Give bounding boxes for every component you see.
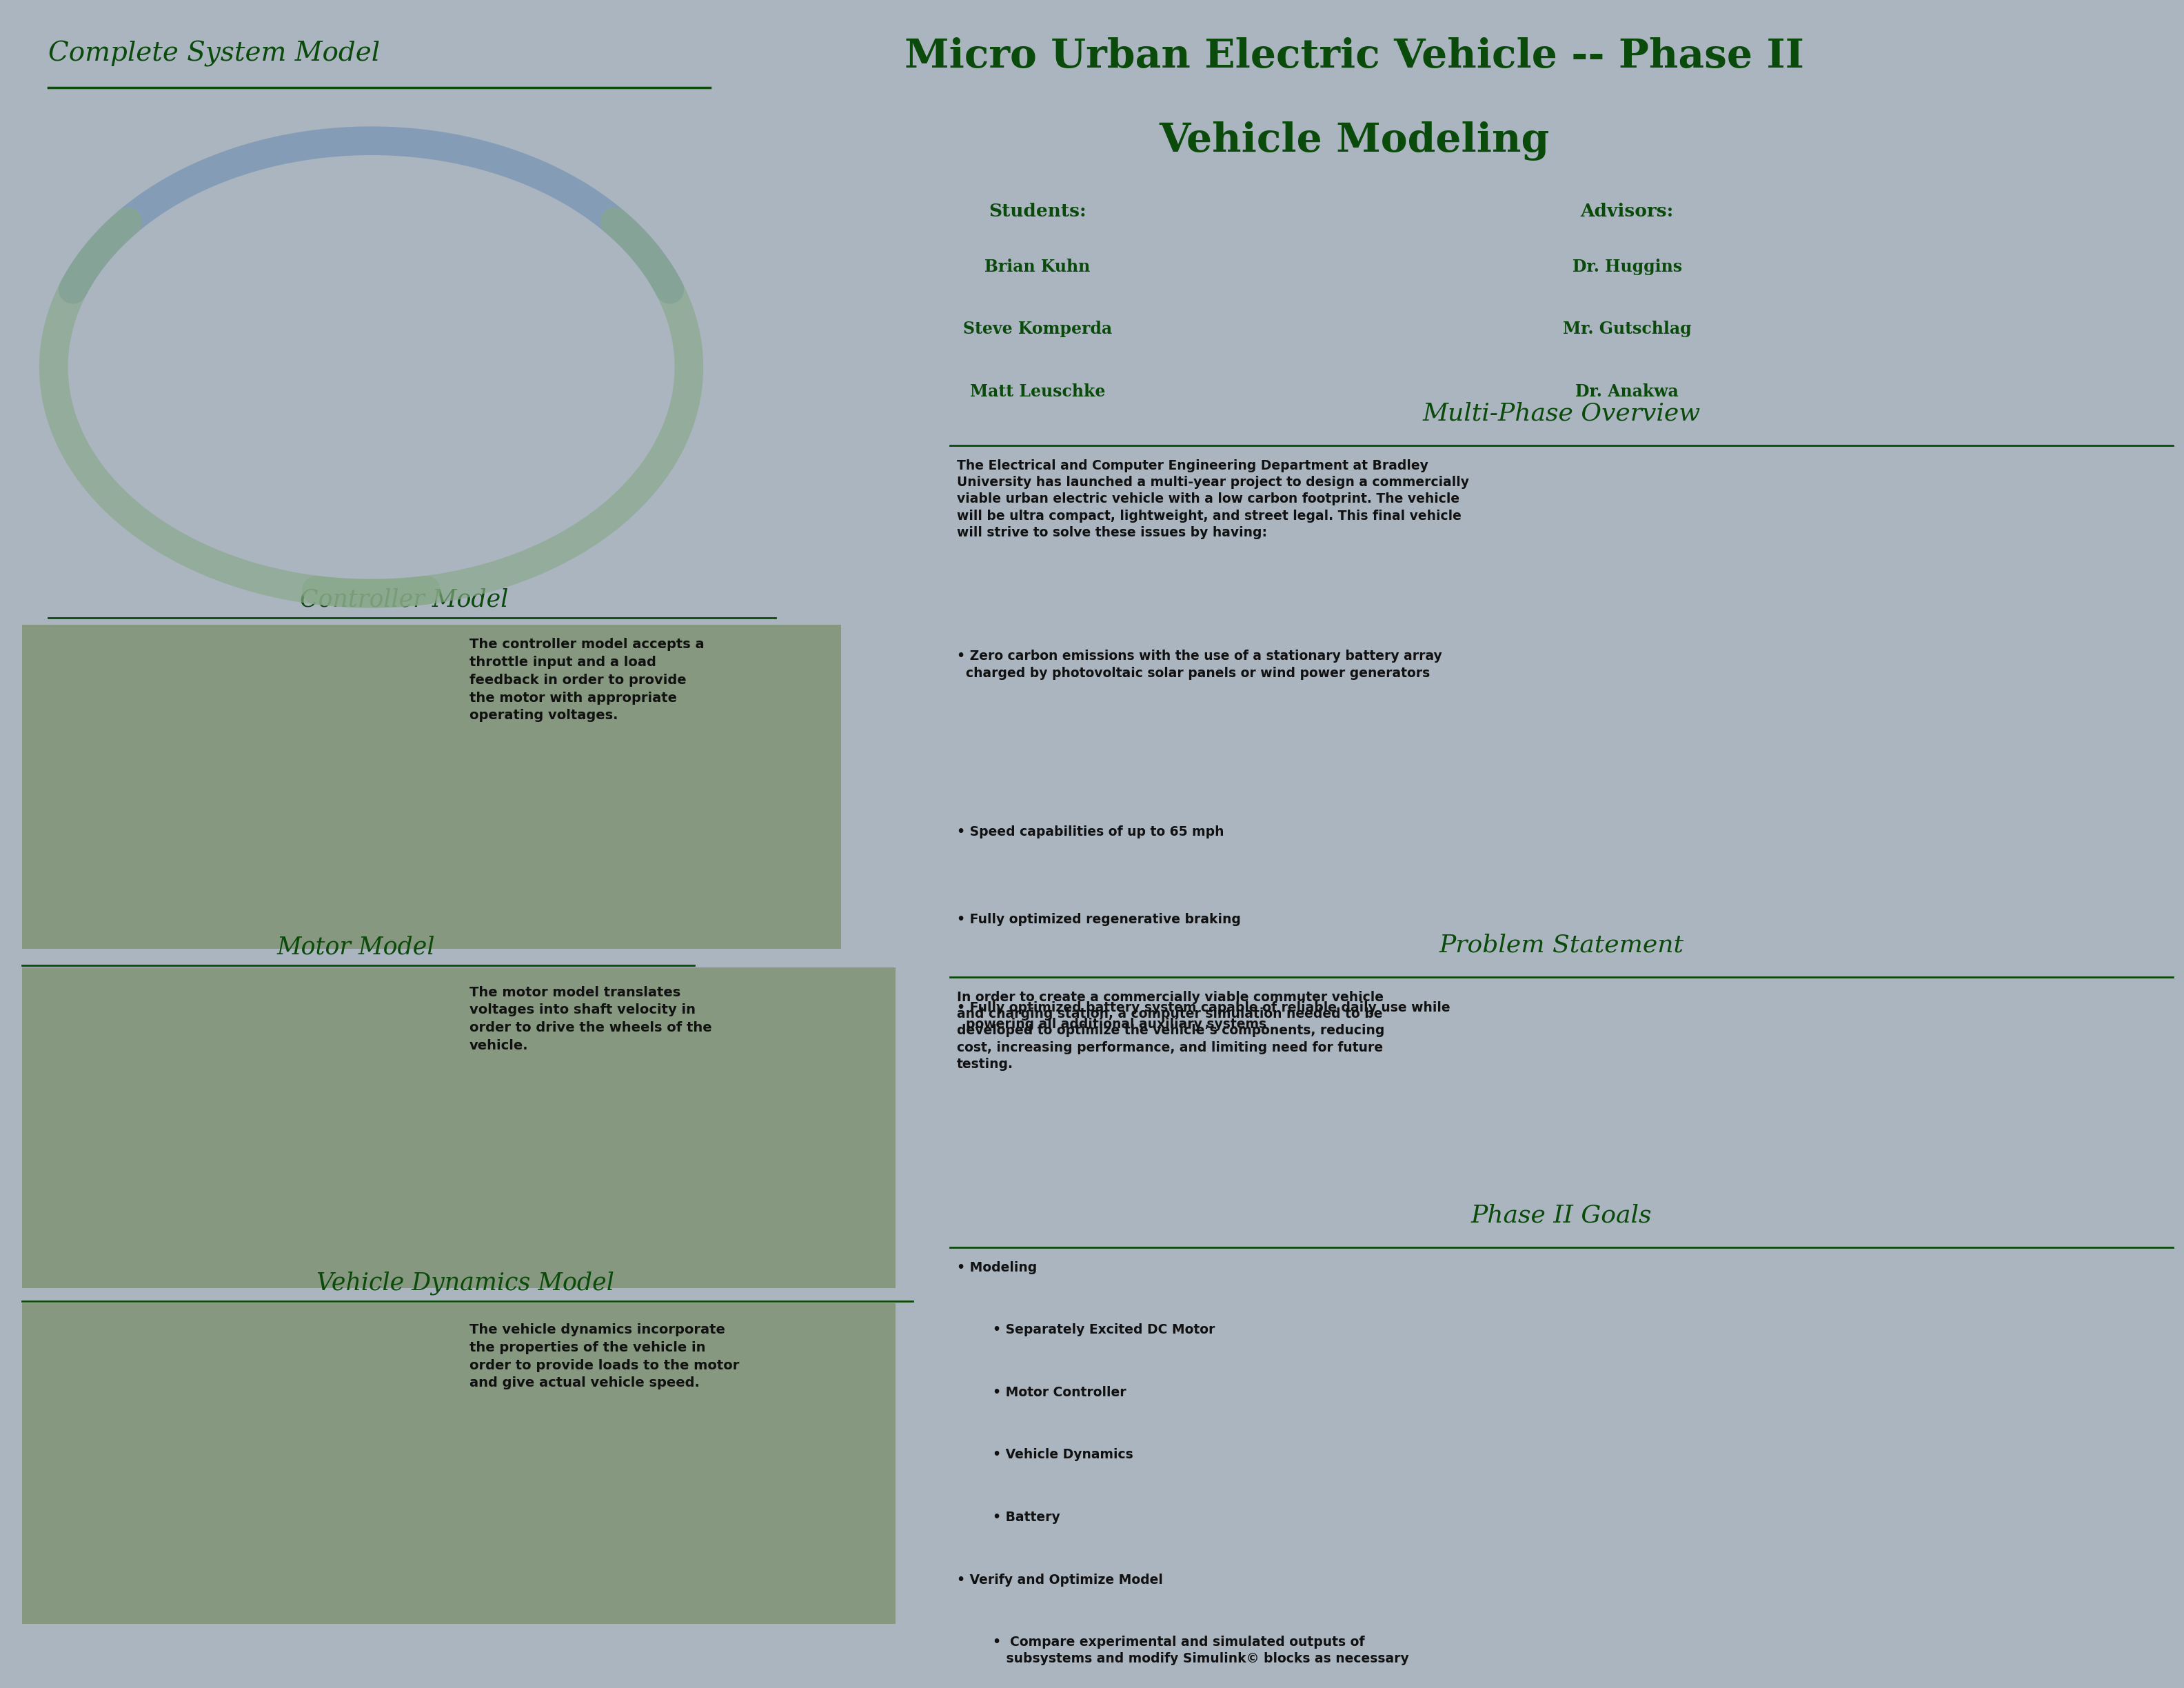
- Bar: [22, 967, 895, 1288]
- Text: Dr. Anakwa: Dr. Anakwa: [1575, 383, 1679, 400]
- Text: In order to create a commercially viable commuter vehicle
and charging station, : In order to create a commercially viable…: [957, 991, 1385, 1070]
- Text: Problem Statement: Problem Statement: [1439, 933, 1684, 957]
- Text: • Battery: • Battery: [957, 1511, 1059, 1524]
- Text: Students:: Students:: [989, 203, 1085, 219]
- Text: Mr. Gutschlag: Mr. Gutschlag: [1564, 321, 1690, 338]
- Bar: [22, 625, 841, 949]
- Text: Phase II Goals: Phase II Goals: [1472, 1204, 1651, 1227]
- Text: Steve Komperda: Steve Komperda: [963, 321, 1112, 338]
- Text: The vehicle dynamics incorporate
the properties of the vehicle in
order to provi: The vehicle dynamics incorporate the pro…: [470, 1323, 740, 1389]
- Text: • Vehicle Dynamics: • Vehicle Dynamics: [957, 1448, 1133, 1462]
- Text: • Verify and Optimize Model: • Verify and Optimize Model: [957, 1573, 1162, 1587]
- Bar: [22, 1303, 895, 1624]
- Text: Multi-Phase Overview: Multi-Phase Overview: [1422, 402, 1701, 425]
- Text: Advisors:: Advisors:: [1581, 203, 1673, 219]
- Text: • Speed capabilities of up to 65 mph: • Speed capabilities of up to 65 mph: [957, 825, 1223, 839]
- Text: • Fully optimized regenerative braking: • Fully optimized regenerative braking: [957, 913, 1241, 927]
- Text: The controller model accepts a
throttle input and a load
feedback in order to pr: The controller model accepts a throttle …: [470, 638, 705, 722]
- Text: Motor Model: Motor Model: [277, 935, 435, 959]
- Text: • Modeling: • Modeling: [957, 1261, 1037, 1274]
- Text: The motor model translates
voltages into shaft velocity in
order to drive the wh: The motor model translates voltages into…: [470, 986, 712, 1052]
- Text: The Electrical and Computer Engineering Department at Bradley
University has lau: The Electrical and Computer Engineering …: [957, 459, 1470, 538]
- Text: Vehicle Modeling: Vehicle Modeling: [1160, 122, 1548, 160]
- Text: Brian Kuhn: Brian Kuhn: [985, 258, 1090, 275]
- Text: Controller Model: Controller Model: [299, 587, 509, 611]
- Text: • Motor Controller: • Motor Controller: [957, 1386, 1127, 1399]
- Text: Dr. Huggins: Dr. Huggins: [1572, 258, 1682, 275]
- Text: Micro Urban Electric Vehicle -- Phase II: Micro Urban Electric Vehicle -- Phase II: [904, 37, 1804, 76]
- Text: • Separately Excited DC Motor: • Separately Excited DC Motor: [957, 1323, 1214, 1337]
- Text: Vehicle Dynamics Model: Vehicle Dynamics Model: [317, 1271, 614, 1295]
- Text: • Fully optimized battery system capable of reliable daily use while
  powering : • Fully optimized battery system capable…: [957, 1001, 1450, 1031]
- Text: •  Compare experimental and simulated outputs of
           subsystems and modif: • Compare experimental and simulated out…: [957, 1636, 1409, 1666]
- Text: • Zero carbon emissions with the use of a stationary battery array
  charged by : • Zero carbon emissions with the use of …: [957, 650, 1441, 680]
- Text: Complete System Model: Complete System Model: [48, 41, 380, 68]
- Text: Matt Leuschke: Matt Leuschke: [970, 383, 1105, 400]
